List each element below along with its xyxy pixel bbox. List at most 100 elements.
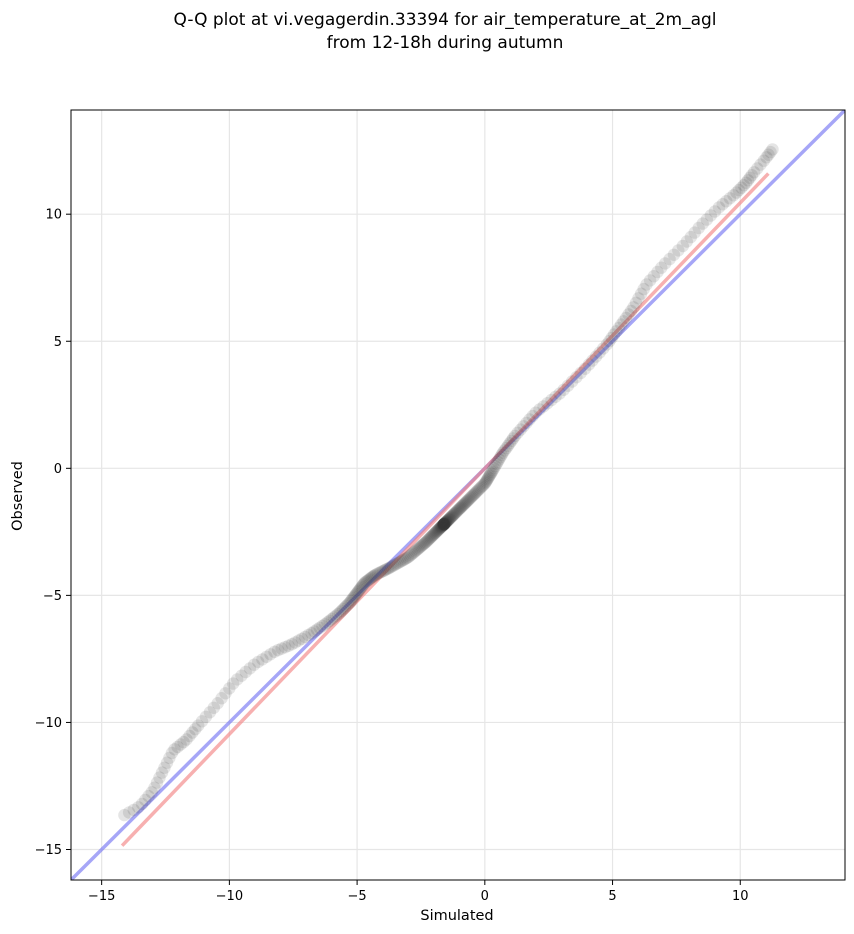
quantile-point [489, 459, 502, 473]
quantile-point [739, 176, 753, 189]
quantile-point [438, 517, 451, 530]
quantile-point [247, 658, 261, 671]
quantile-point [362, 573, 375, 587]
quantile-point [429, 526, 442, 540]
quantile-point [436, 518, 450, 532]
quantile-point [464, 491, 477, 505]
quantile-point [481, 472, 494, 486]
quantile-point [189, 722, 202, 736]
quantile-point [335, 604, 348, 617]
quantile-point [397, 553, 410, 567]
quantile-point [441, 514, 455, 527]
quantile-point [450, 505, 463, 518]
quantile-point [474, 481, 487, 495]
quantile-point [485, 465, 498, 479]
chart-title-line-1: Q-Q plot at vi.vegagerdin.33394 for air_… [173, 10, 716, 30]
quantile-point [343, 596, 356, 610]
quantile-point [440, 515, 454, 528]
quantile-point [358, 576, 371, 590]
quantile-point [667, 248, 681, 261]
quantile-point [492, 453, 506, 466]
chart-title: Q-Q plot at vi.vegagerdin.33394 for air_… [173, 10, 716, 53]
quantile-point [132, 801, 145, 814]
quantile-point [412, 541, 426, 555]
quantile-point [704, 209, 717, 222]
quantile-point [422, 532, 436, 546]
quantile-point [366, 570, 379, 584]
quantile-point [243, 662, 257, 675]
quantile-point [448, 507, 462, 520]
quantile-point [145, 786, 158, 799]
quantile-point [364, 571, 378, 585]
quantile-point [443, 512, 456, 525]
quantile-point [480, 474, 493, 487]
quantile-point [619, 311, 633, 325]
quantile-point [440, 515, 453, 529]
quantile-point [766, 143, 779, 156]
quantile-point [507, 432, 520, 445]
quantile-point [672, 244, 685, 257]
quantile-point [398, 553, 411, 566]
quantile-point [377, 564, 390, 578]
quantile-point [437, 517, 451, 531]
quantile-point [435, 520, 448, 533]
quantile-point [439, 516, 453, 529]
grid-lines [71, 110, 845, 880]
quantile-point [203, 706, 217, 719]
quantile-point [586, 354, 599, 367]
quantile-point [351, 586, 364, 599]
quantile-point [163, 751, 176, 765]
quantile-point [720, 195, 733, 208]
quantile-point [490, 457, 503, 471]
quantile-point [275, 642, 288, 655]
quantile-point [453, 502, 466, 516]
quantile-point [452, 503, 465, 516]
quantile-point [393, 555, 407, 569]
quantile-point [433, 522, 446, 536]
quantile-point [747, 166, 761, 179]
x-tick-label: −5 [348, 889, 367, 904]
quantile-point [437, 518, 450, 531]
y-tick-label: 0 [54, 462, 62, 477]
quantile-point [171, 740, 184, 754]
quantile-point [732, 183, 746, 197]
quantile-point [289, 636, 302, 649]
quantile-point [341, 598, 355, 611]
quantile-point [688, 226, 701, 239]
quantile-point [390, 557, 403, 570]
quantile-point [716, 198, 729, 211]
quantile-point [437, 518, 451, 531]
quantile-point [155, 766, 169, 779]
quantile-point [617, 315, 630, 328]
quantile-point [511, 426, 524, 439]
quantile-point [423, 531, 437, 545]
quantile-point [434, 521, 448, 534]
quantile-point [469, 486, 482, 499]
quantile-point [444, 511, 457, 524]
quantile-point [712, 201, 726, 214]
quantile-point [260, 650, 273, 663]
quantile-point [420, 534, 434, 548]
quantile-point [305, 627, 318, 640]
quantile-point [529, 406, 542, 419]
quantile-point [696, 217, 709, 230]
quantile-point [632, 292, 645, 305]
quantile-point [486, 464, 499, 477]
quantile-point [684, 230, 697, 244]
quantile-point [148, 781, 161, 794]
quantile-point [415, 539, 428, 553]
quantile-point [353, 583, 366, 596]
x-axis-label: Simulated [420, 908, 493, 924]
x-tick-label: −10 [216, 889, 243, 904]
quantile-point [600, 338, 614, 351]
quantile-point [381, 562, 395, 575]
quantile-point [465, 490, 478, 504]
quantile-point [589, 350, 603, 363]
quantile-point [676, 239, 689, 253]
quantile-point [282, 639, 295, 652]
quantile-point [557, 383, 570, 396]
quantile-point [537, 400, 550, 413]
quantile-point [439, 516, 452, 530]
quantile-point [433, 522, 446, 535]
quantile-point [479, 476, 492, 490]
